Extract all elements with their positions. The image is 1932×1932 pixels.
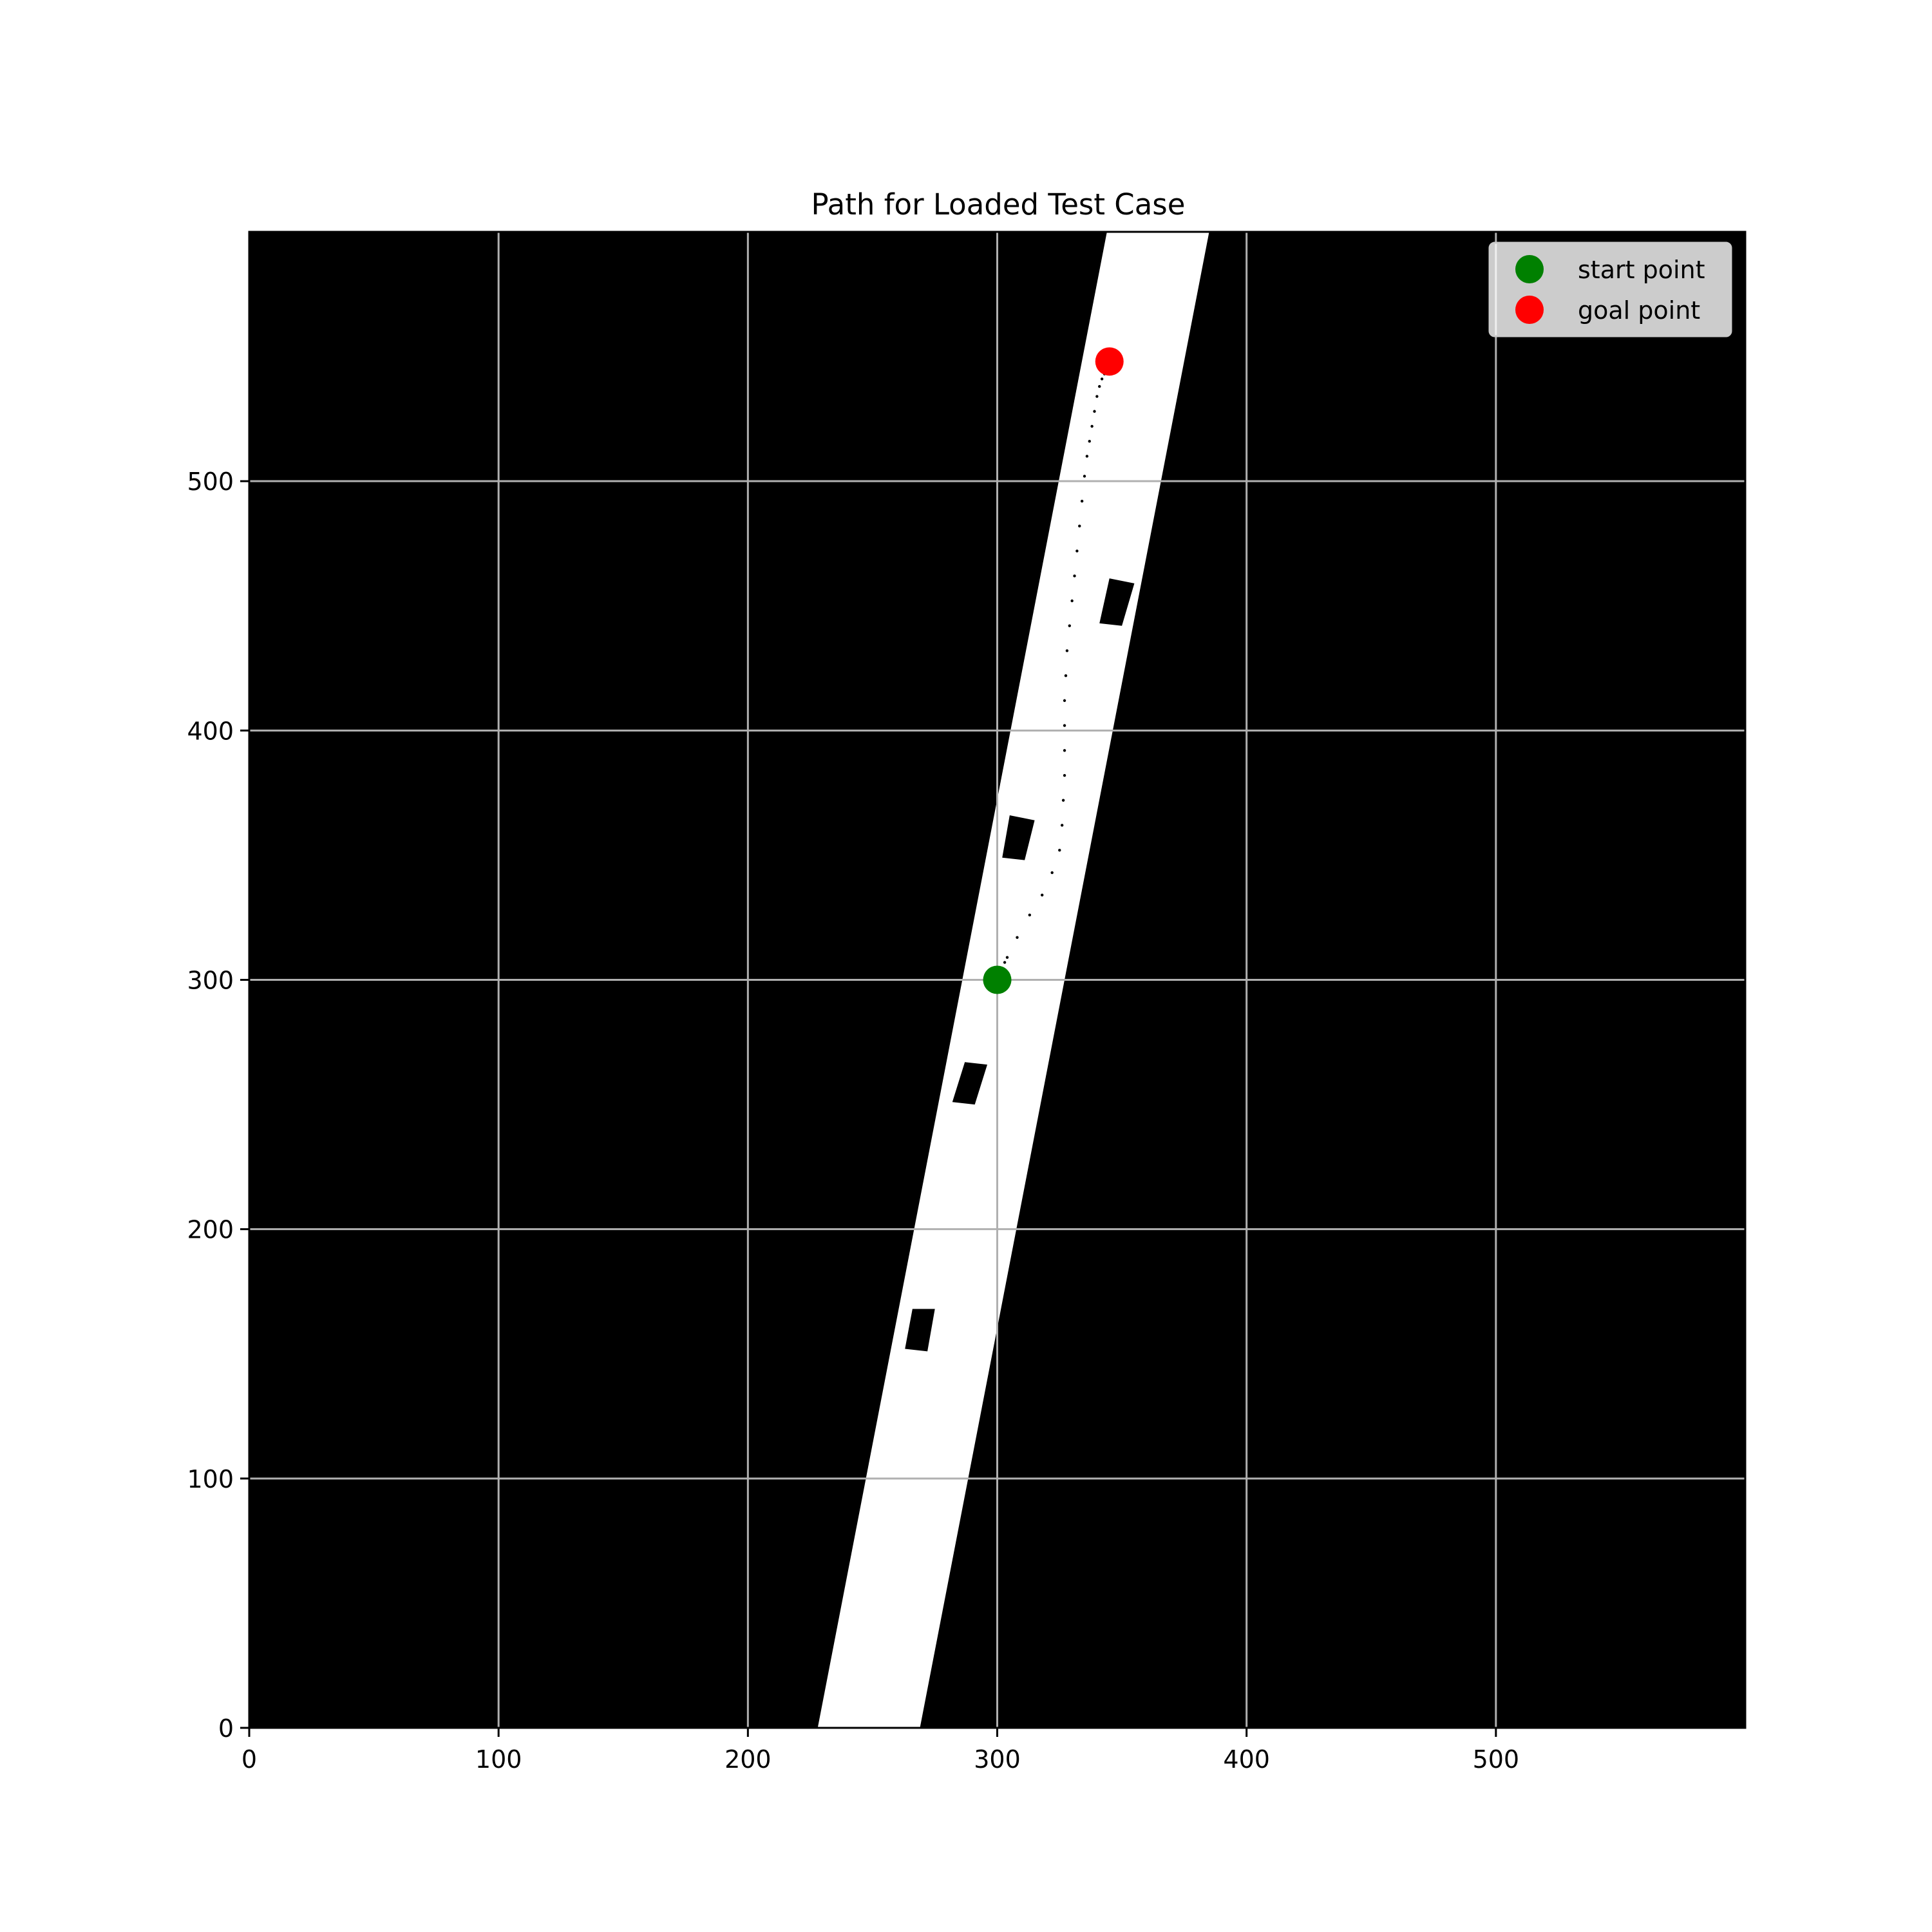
obstacle — [1099, 578, 1135, 626]
y-tick-label: 500 — [187, 468, 234, 496]
y-tick-label: 300 — [187, 967, 234, 995]
path-point — [1063, 773, 1066, 777]
x-tick-label: 500 — [1473, 1745, 1520, 1774]
path-point — [1068, 624, 1071, 627]
path-point — [1050, 871, 1054, 875]
path-point — [1078, 524, 1081, 528]
path-point — [1063, 749, 1066, 752]
path-point — [1083, 475, 1086, 478]
x-tick-label: 100 — [475, 1745, 522, 1774]
path-point — [1058, 848, 1061, 852]
legend-marker — [1515, 255, 1544, 283]
legend-label: start point — [1578, 256, 1705, 284]
y-tick-label: 200 — [187, 1216, 234, 1244]
legend-label: goal point — [1578, 296, 1700, 325]
path-point — [1093, 410, 1096, 413]
y-tick-label: 0 — [218, 1714, 234, 1743]
path-point — [1090, 424, 1094, 428]
x-tick-label: 300 — [974, 1745, 1021, 1774]
x-tick-label: 200 — [724, 1745, 772, 1774]
path-point — [1065, 649, 1069, 652]
path-point — [1016, 936, 1019, 939]
plot-area — [248, 232, 1745, 1729]
path-point — [1075, 549, 1079, 553]
legend-marker — [1515, 296, 1544, 324]
path-point — [1063, 699, 1066, 703]
path-point — [1085, 455, 1089, 458]
path-point — [1100, 377, 1104, 381]
obstacle — [905, 1309, 935, 1352]
axes: 0 100 200 300 400 500 0 100 200 300 400 500 — [187, 231, 1747, 1774]
start-point-marker — [983, 965, 1012, 994]
path-point — [1080, 499, 1084, 503]
path-point — [1064, 674, 1068, 677]
path-point — [1095, 395, 1099, 398]
path-point — [1040, 893, 1044, 897]
path-point — [1063, 724, 1066, 727]
path-point — [1060, 824, 1064, 827]
obstacle — [952, 1062, 988, 1105]
y-tick-label: 400 — [187, 717, 234, 745]
y-tick-label: 100 — [187, 1465, 234, 1493]
path-point — [1003, 961, 1007, 964]
obstacle — [1002, 815, 1035, 860]
goal-point-marker — [1095, 347, 1124, 376]
path-point — [1005, 956, 1009, 959]
x-tick-label: 400 — [1223, 1745, 1270, 1774]
chart-title: Path for Loaded Test Case — [811, 187, 1186, 222]
path-point — [1073, 574, 1076, 578]
path-point — [1088, 440, 1091, 443]
path-point — [1098, 384, 1101, 388]
legend-box — [1488, 242, 1732, 337]
path-point — [1061, 799, 1065, 802]
legend: start point goal point — [1488, 242, 1732, 337]
path-point — [1028, 913, 1032, 917]
x-tick-label: 0 — [242, 1745, 257, 1774]
path-point — [1070, 599, 1074, 603]
